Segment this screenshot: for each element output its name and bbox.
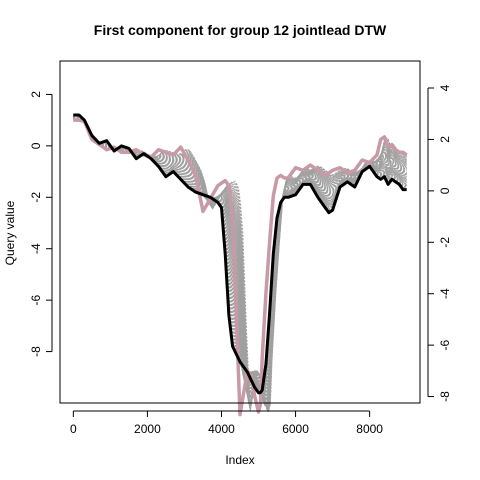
y-tick-label-right: 0	[438, 187, 452, 194]
chart-title: First component for group 12 jointlead D…	[94, 22, 387, 38]
axes: 0 2000 4000 6000 8000 2 0 -2 -4 -6 -8 4 2 0 -2 -4 -6 -8	[29, 84, 452, 436]
y-tick-label-left: -6	[29, 294, 43, 305]
y-tick-label-right: -4	[438, 288, 452, 299]
y-tick-label-right: -8	[438, 391, 452, 402]
dtw-alignment-lines	[73, 114, 407, 413]
y-tick-label-left: -2	[29, 192, 43, 203]
y-tick-label-left: 2	[29, 91, 43, 98]
x-tick-label: 4000	[208, 422, 235, 436]
y-tick-label-right: 2	[438, 136, 452, 143]
x-axis-label: Index	[225, 453, 254, 467]
series-layer	[73, 113, 408, 417]
y-tick-label-right: 4	[438, 84, 452, 91]
x-tick-label: 0	[70, 422, 77, 436]
x-tick-label: 2000	[134, 422, 161, 436]
x-tick-label: 8000	[356, 422, 383, 436]
y-tick-label-right: -6	[438, 339, 452, 350]
x-tick-label: 6000	[282, 422, 309, 436]
y-tick-label-left: 0	[29, 142, 43, 149]
y-axis-label: Query value	[3, 200, 17, 265]
plot-frame	[59, 60, 421, 404]
y-tick-label-left: -8	[29, 346, 43, 357]
dtw-alignment-line	[73, 119, 407, 413]
query-series-line	[73, 113, 407, 395]
y-tick-label-left: -4	[29, 243, 43, 254]
y-tick-label-right: -2	[438, 237, 452, 248]
